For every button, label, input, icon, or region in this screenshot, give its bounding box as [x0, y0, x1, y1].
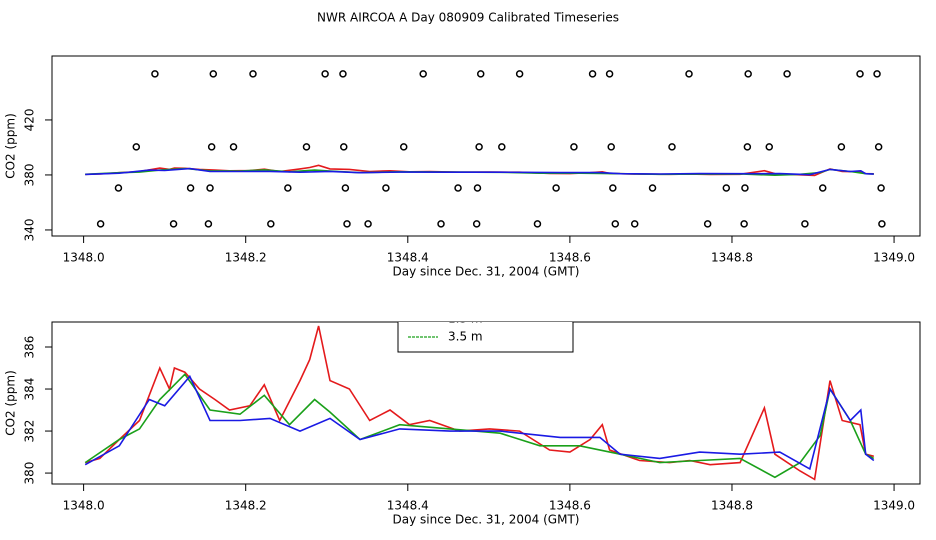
- point: [151, 70, 159, 78]
- point: [475, 143, 483, 151]
- point: [114, 184, 123, 192]
- point: [783, 70, 791, 78]
- point: [515, 70, 524, 78]
- y-tick-label: 380: [23, 163, 37, 186]
- point: [204, 220, 213, 228]
- point: [229, 143, 238, 151]
- point: [801, 220, 809, 228]
- point: [341, 184, 350, 192]
- point: [399, 143, 408, 151]
- point: [343, 220, 351, 228]
- x-tick-label: 1349.0: [873, 499, 915, 513]
- point: [874, 143, 883, 151]
- x-tick-label: 1348.0: [63, 499, 105, 513]
- y-tick-label: 382: [23, 420, 37, 443]
- point: [552, 184, 560, 192]
- y-tick-label: 386: [23, 336, 37, 359]
- point: [741, 184, 749, 192]
- x-tick-label: 1348.2: [225, 251, 267, 265]
- y-tick-label: 420: [23, 108, 37, 131]
- point: [856, 70, 864, 78]
- x-tick-label: 1348.4: [387, 251, 429, 265]
- point: [382, 184, 390, 192]
- point: [740, 220, 748, 228]
- point: [588, 70, 597, 78]
- point: [186, 184, 195, 192]
- y-tick-label: 340: [23, 218, 37, 241]
- plot-area: 1.5 m 3.5 m 5.4 m: [84, 312, 875, 481]
- point: [668, 143, 676, 151]
- x-tick-label: 1348.0: [63, 251, 105, 265]
- series-line: [84, 373, 875, 479]
- point: [419, 70, 427, 78]
- point: [340, 143, 348, 151]
- point: [498, 143, 506, 151]
- point: [765, 143, 774, 151]
- point: [472, 220, 481, 228]
- point: [685, 70, 693, 78]
- chart-title: NWR AIRCOA A Day 080909 Calibrated Times…: [317, 11, 619, 25]
- point: [837, 143, 846, 151]
- point: [267, 220, 275, 228]
- point: [611, 220, 620, 228]
- point: [744, 70, 752, 78]
- point: [207, 143, 216, 151]
- point: [454, 184, 462, 192]
- series-line: [85, 167, 874, 176]
- point: [284, 184, 292, 192]
- x-tick-label: 1348.2: [225, 499, 267, 513]
- point: [703, 220, 712, 228]
- point: [648, 184, 657, 192]
- y-axis-label: CO2 (ppm): [4, 370, 18, 436]
- point: [437, 220, 445, 228]
- x-tick-label: 1348.8: [711, 499, 753, 513]
- y-axis-label: CO2 (ppm): [4, 113, 18, 179]
- point: [818, 184, 827, 192]
- point: [206, 184, 214, 192]
- legend: 1.5 m 3.5 m 5.4 m: [397, 312, 606, 353]
- point: [364, 220, 372, 228]
- x-axis-label: Day since Dec. 31, 2004 (GMT): [393, 513, 580, 527]
- point: [743, 143, 752, 151]
- point: [609, 184, 617, 192]
- y-tick-label: 380: [23, 462, 37, 485]
- series-line: [84, 374, 875, 471]
- y-tick-label: 384: [23, 378, 37, 401]
- point: [132, 143, 141, 151]
- point: [878, 220, 886, 228]
- plot-frame: [51, 55, 921, 237]
- point: [476, 70, 485, 78]
- x-tick-label: 1349.0: [873, 251, 915, 265]
- point: [302, 143, 311, 151]
- point: [473, 184, 482, 192]
- x-tick-label: 1348.6: [549, 251, 591, 265]
- legend-label: 3.5 m: [448, 330, 483, 344]
- legend-box: [397, 322, 574, 353]
- legend-label: 5.4 m: [571, 312, 606, 326]
- x-tick-label: 1348.6: [549, 499, 591, 513]
- point: [630, 220, 639, 228]
- point: [533, 220, 542, 228]
- point: [339, 70, 347, 78]
- x-tick-label: 1348.4: [387, 499, 429, 513]
- point: [877, 184, 885, 192]
- legend-label: 1.5 m: [448, 312, 483, 326]
- point: [605, 70, 614, 78]
- x-axis-label: Day since Dec. 31, 2004 (GMT): [393, 265, 580, 279]
- x-tick-label: 1348.8: [711, 251, 753, 265]
- point: [169, 220, 178, 228]
- plot-area: [85, 70, 886, 228]
- point: [722, 184, 731, 192]
- point: [96, 220, 105, 228]
- point: [570, 143, 578, 151]
- point: [321, 70, 329, 78]
- point: [249, 70, 257, 78]
- point: [607, 143, 615, 151]
- point: [209, 70, 218, 78]
- point: [873, 70, 881, 78]
